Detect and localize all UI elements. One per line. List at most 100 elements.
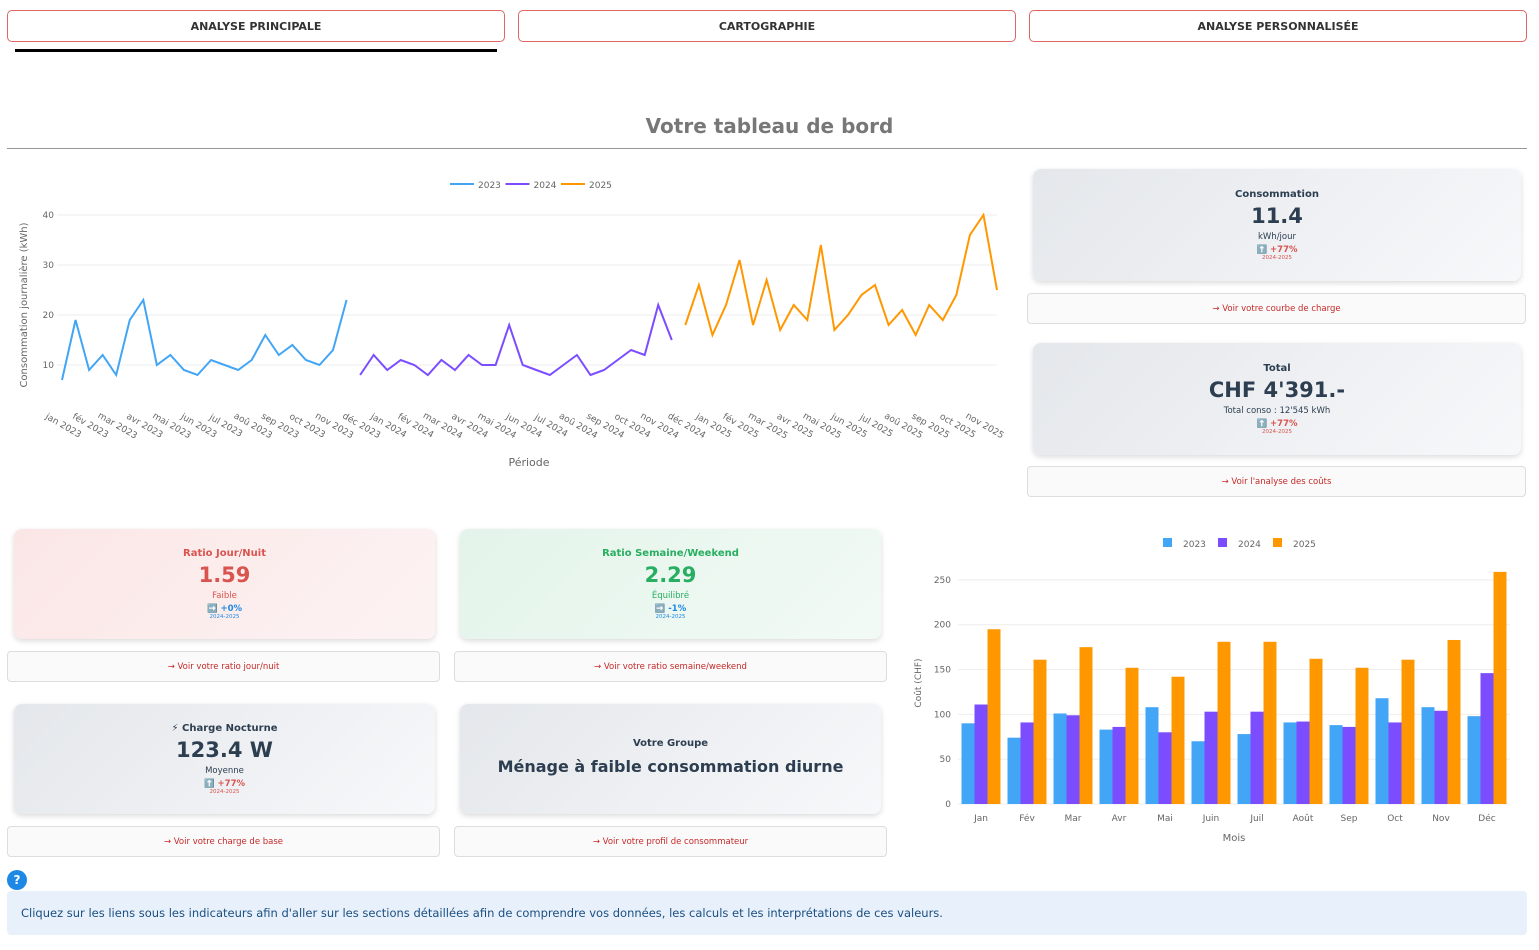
divider: [7, 148, 1527, 149]
bar: [1204, 711, 1218, 804]
legend-label: 2024: [1238, 540, 1261, 550]
card-value: 2.29: [644, 563, 697, 587]
bar: [1355, 667, 1369, 804]
bar: [961, 723, 975, 804]
x-tick-label: Nov: [1432, 814, 1450, 824]
bar: [1007, 737, 1021, 804]
legend-label: 2023: [1183, 540, 1206, 550]
bar: [1158, 732, 1172, 804]
legend-label: 2024: [534, 181, 557, 191]
bar: [1145, 707, 1159, 804]
y-tick-label: 200: [934, 621, 951, 631]
bar: [1171, 676, 1185, 804]
bar: [1217, 641, 1231, 804]
link[interactable]: → Voir l'analyse des coûts: [1027, 466, 1526, 497]
card-value: 123.4 W: [176, 738, 273, 762]
bar: [1099, 729, 1113, 804]
y-axis-title: Coût (CHF): [914, 658, 924, 707]
card-period: 2024-2025: [209, 789, 240, 795]
card-change: ⬆️ +77%: [203, 779, 245, 789]
bar: [1467, 716, 1481, 804]
legend-swatch: [1218, 538, 1227, 547]
active-tab-underline: [15, 49, 497, 52]
legend-label: 2025: [1293, 540, 1316, 550]
card-change: ⬆️ +77%: [1256, 419, 1298, 429]
card-title: Consommation: [1235, 189, 1319, 200]
y-tick-label: 0: [945, 800, 951, 810]
y-tick-label: 50: [940, 755, 952, 765]
x-tick-label: Mar: [1065, 814, 1082, 824]
y-tick-label: 10: [43, 361, 55, 371]
bar: [1309, 658, 1323, 804]
x-tick-label: Sep: [1341, 814, 1358, 824]
tab[interactable]: CARTOGRAPHIE: [518, 10, 1016, 42]
bar: [1342, 726, 1356, 804]
card-value: Ménage à faible consommation diurne: [497, 757, 844, 776]
bar: [1033, 659, 1047, 804]
bar: [1283, 722, 1297, 804]
y-tick-label: 30: [43, 261, 55, 271]
bar: [1237, 734, 1251, 804]
card-change: ⬆️ +77%: [1256, 245, 1298, 255]
x-tick-label: Avr: [1112, 814, 1127, 824]
card: Consommation 11.4 kWh/jour ⬆️ +77% 2024-…: [1033, 169, 1521, 281]
bar: [1421, 707, 1435, 804]
card-value: 11.4: [1251, 204, 1303, 228]
link[interactable]: → Voir votre ratio semaine/weekend: [454, 651, 887, 682]
y-tick-label: 40: [43, 211, 55, 221]
card-title: Ratio Semaine/Weekend: [602, 548, 739, 559]
legend-label: 2025: [589, 181, 612, 191]
card: Ratio Jour/Nuit 1.59 Faible ➡️ +0% 2024-…: [14, 529, 435, 639]
link[interactable]: → Voir votre profil de consommateur: [454, 826, 887, 857]
y-tick-label: 20: [43, 311, 55, 321]
tab[interactable]: ANALYSE PRINCIPALE: [7, 10, 505, 42]
card-change: ➡️ +0%: [206, 604, 243, 614]
bar: [1020, 722, 1034, 804]
bar: [1066, 715, 1080, 804]
card: Votre Groupe Ménage à faible consommatio…: [460, 704, 881, 814]
x-tick-label: Août: [1293, 814, 1314, 824]
x-axis-title: Période: [508, 456, 549, 469]
bar: [1296, 721, 1310, 804]
line: [359, 301, 673, 377]
x-tick-label: Oct: [1387, 814, 1403, 824]
x-axis-title: Mois: [1223, 833, 1246, 844]
line: [684, 212, 998, 338]
line: [61, 297, 348, 381]
bar: [1375, 698, 1389, 804]
y-tick-label: 250: [934, 576, 951, 586]
bar: [1493, 571, 1507, 804]
card-unit: Équilibré: [651, 591, 690, 601]
card-title: Ratio Jour/Nuit: [183, 548, 266, 559]
x-tick-label: Déc: [1478, 813, 1495, 824]
card-period: 2024-2025: [209, 614, 240, 620]
bar: [974, 704, 988, 804]
card-title: Total: [1263, 363, 1291, 374]
card-period: 2024-2025: [1262, 255, 1292, 261]
card-value: CHF 4'391.-: [1208, 378, 1346, 402]
y-tick-label: 100: [934, 710, 951, 720]
y-axis-title: Consommation journalière (kWh): [18, 222, 30, 387]
link[interactable]: → Voir votre courbe de charge: [1027, 293, 1526, 324]
card-title: Votre Groupe: [632, 738, 709, 749]
legend-swatch: [1273, 538, 1282, 547]
link[interactable]: → Voir votre charge de base: [7, 826, 440, 857]
card: ⚡ Charge Nocturne 123.4 W Moyenne ⬆️ +77…: [14, 704, 435, 814]
bar: [1434, 710, 1448, 804]
bar: [1388, 722, 1402, 804]
bar: [1053, 713, 1067, 804]
page-title: Votre tableau de bord: [645, 114, 894, 138]
legend-swatch: [1163, 538, 1172, 547]
x-tick-label: Mai: [1157, 814, 1173, 824]
link[interactable]: → Voir votre ratio jour/nuit: [7, 651, 440, 682]
x-tick-label: Jan: [973, 814, 988, 824]
bar: [1447, 639, 1461, 804]
bar: [1112, 726, 1126, 804]
bar: [1329, 725, 1343, 804]
bar: [1125, 667, 1139, 804]
card-title: ⚡ Charge Nocturne: [171, 723, 278, 734]
help-icon[interactable]: ?: [7, 870, 27, 890]
tab[interactable]: ANALYSE PERSONNALISÉE: [1029, 10, 1527, 42]
